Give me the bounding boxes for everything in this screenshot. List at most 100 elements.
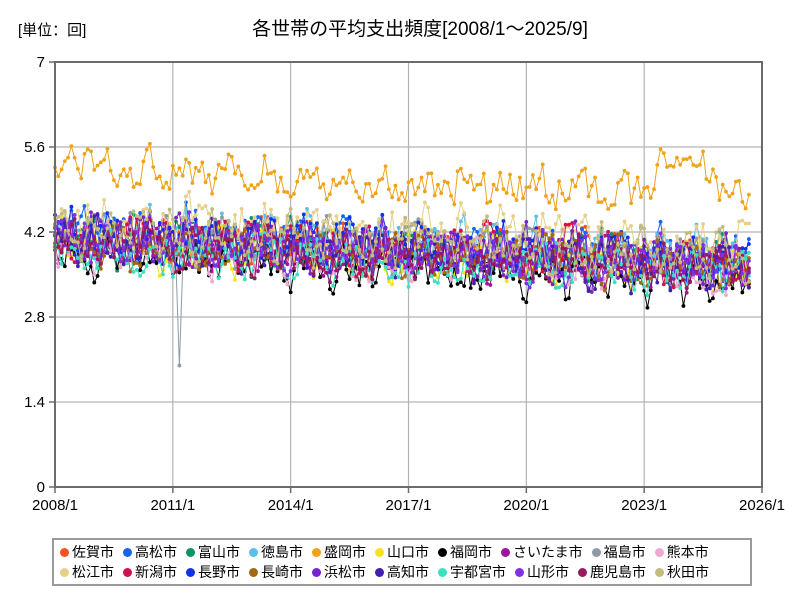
series-marker	[197, 231, 201, 236]
series-marker	[220, 166, 224, 171]
series-marker	[498, 264, 503, 268]
series-marker	[747, 285, 751, 290]
legend-item[interactable]: 長崎市	[249, 565, 303, 579]
series-marker	[262, 233, 267, 238]
series-marker	[354, 226, 359, 231]
legend-item[interactable]: 宇都宮市	[438, 565, 506, 579]
legend-item[interactable]: 新潟市	[123, 565, 177, 579]
x-tick-label: 2014/1	[268, 497, 314, 514]
series-marker	[298, 242, 303, 247]
series-marker	[629, 275, 633, 280]
series-marker	[177, 225, 182, 230]
legend-item[interactable]: 富山市	[186, 545, 240, 559]
legend-item[interactable]: 浜松市	[312, 565, 366, 579]
unit-label: [単位：回]	[18, 22, 87, 39]
series-marker	[504, 229, 509, 234]
series-marker	[98, 261, 103, 266]
series-marker	[697, 280, 702, 284]
legend-item[interactable]: 秋田市	[655, 565, 709, 579]
series-marker	[125, 239, 129, 244]
series-marker	[190, 265, 195, 270]
series-marker	[95, 231, 100, 235]
legend-item[interactable]: さいたま市	[501, 545, 583, 559]
series-marker	[184, 266, 188, 271]
series-marker	[229, 238, 234, 243]
series-marker	[161, 272, 165, 277]
series-marker	[292, 234, 296, 239]
series-marker	[458, 280, 463, 284]
series-marker	[400, 236, 404, 241]
series-marker	[491, 182, 496, 187]
legend-item[interactable]: 佐賀市	[60, 545, 114, 559]
series-marker	[557, 275, 561, 279]
legend-item[interactable]: 徳島市	[249, 545, 303, 559]
series-marker	[602, 288, 607, 293]
series-marker	[475, 182, 480, 187]
series-marker	[92, 214, 97, 219]
series-marker	[658, 219, 663, 224]
series-marker	[452, 246, 457, 250]
series-marker	[177, 270, 182, 275]
legend-label: 松江市	[72, 564, 114, 580]
series-marker	[720, 182, 725, 187]
series-marker	[229, 234, 234, 239]
series-marker	[308, 221, 313, 226]
legend-marker-icon	[438, 567, 447, 577]
series-marker	[367, 279, 372, 284]
series-marker	[177, 264, 182, 269]
series-marker	[589, 290, 594, 294]
series-marker	[491, 229, 496, 234]
series-marker	[413, 192, 417, 197]
series-marker	[465, 225, 470, 230]
series-marker	[56, 231, 61, 235]
series-marker	[275, 241, 280, 246]
series-marker	[256, 223, 260, 227]
series-marker	[295, 272, 300, 277]
series-marker	[678, 286, 683, 291]
legend-item[interactable]: 福岡市	[438, 545, 492, 559]
legend-item[interactable]: 山口市	[375, 545, 429, 559]
series-marker	[347, 168, 352, 173]
series-marker	[724, 270, 728, 275]
series-marker	[530, 252, 535, 256]
series-marker	[203, 227, 208, 232]
y-tick-label: 7	[37, 54, 45, 71]
series-marker	[514, 234, 519, 239]
series-marker	[278, 228, 283, 233]
series-marker	[596, 236, 601, 241]
series-marker	[105, 211, 110, 216]
legend-item[interactable]: 鹿児島市	[578, 565, 646, 579]
series-marker	[701, 239, 705, 244]
legend-item[interactable]: 熊本市	[654, 545, 709, 559]
series-marker	[396, 259, 401, 264]
legend-item[interactable]: 長野市	[186, 565, 240, 579]
series-marker	[468, 239, 473, 244]
series-marker	[455, 247, 460, 252]
series-marker	[681, 304, 686, 308]
y-tick-label: 4.2	[24, 224, 45, 241]
legend-item[interactable]: 盛岡市	[312, 545, 366, 559]
series-marker	[357, 271, 362, 276]
series-marker	[148, 202, 152, 207]
series-marker	[724, 231, 728, 236]
series-marker	[272, 231, 277, 235]
series-marker	[252, 215, 257, 220]
series-marker	[386, 262, 391, 266]
series-marker	[206, 211, 211, 216]
series-marker	[370, 253, 375, 258]
x-tick-label: 2017/1	[386, 497, 432, 514]
series-marker	[488, 283, 493, 287]
series-marker	[177, 363, 182, 368]
series-marker	[442, 179, 447, 184]
series-marker	[79, 240, 84, 245]
legend-item[interactable]: 福島市	[591, 545, 646, 559]
legend-item[interactable]: 高知市	[375, 565, 429, 579]
legend-item[interactable]: 高松市	[123, 545, 177, 559]
series-marker	[269, 207, 273, 212]
series-marker	[563, 297, 568, 302]
series-marker	[540, 211, 545, 216]
legend-item[interactable]: 山形市	[515, 565, 569, 579]
legend-item[interactable]: 松江市	[60, 565, 114, 579]
series-marker	[596, 262, 601, 267]
legend-label: 富山市	[198, 544, 240, 560]
